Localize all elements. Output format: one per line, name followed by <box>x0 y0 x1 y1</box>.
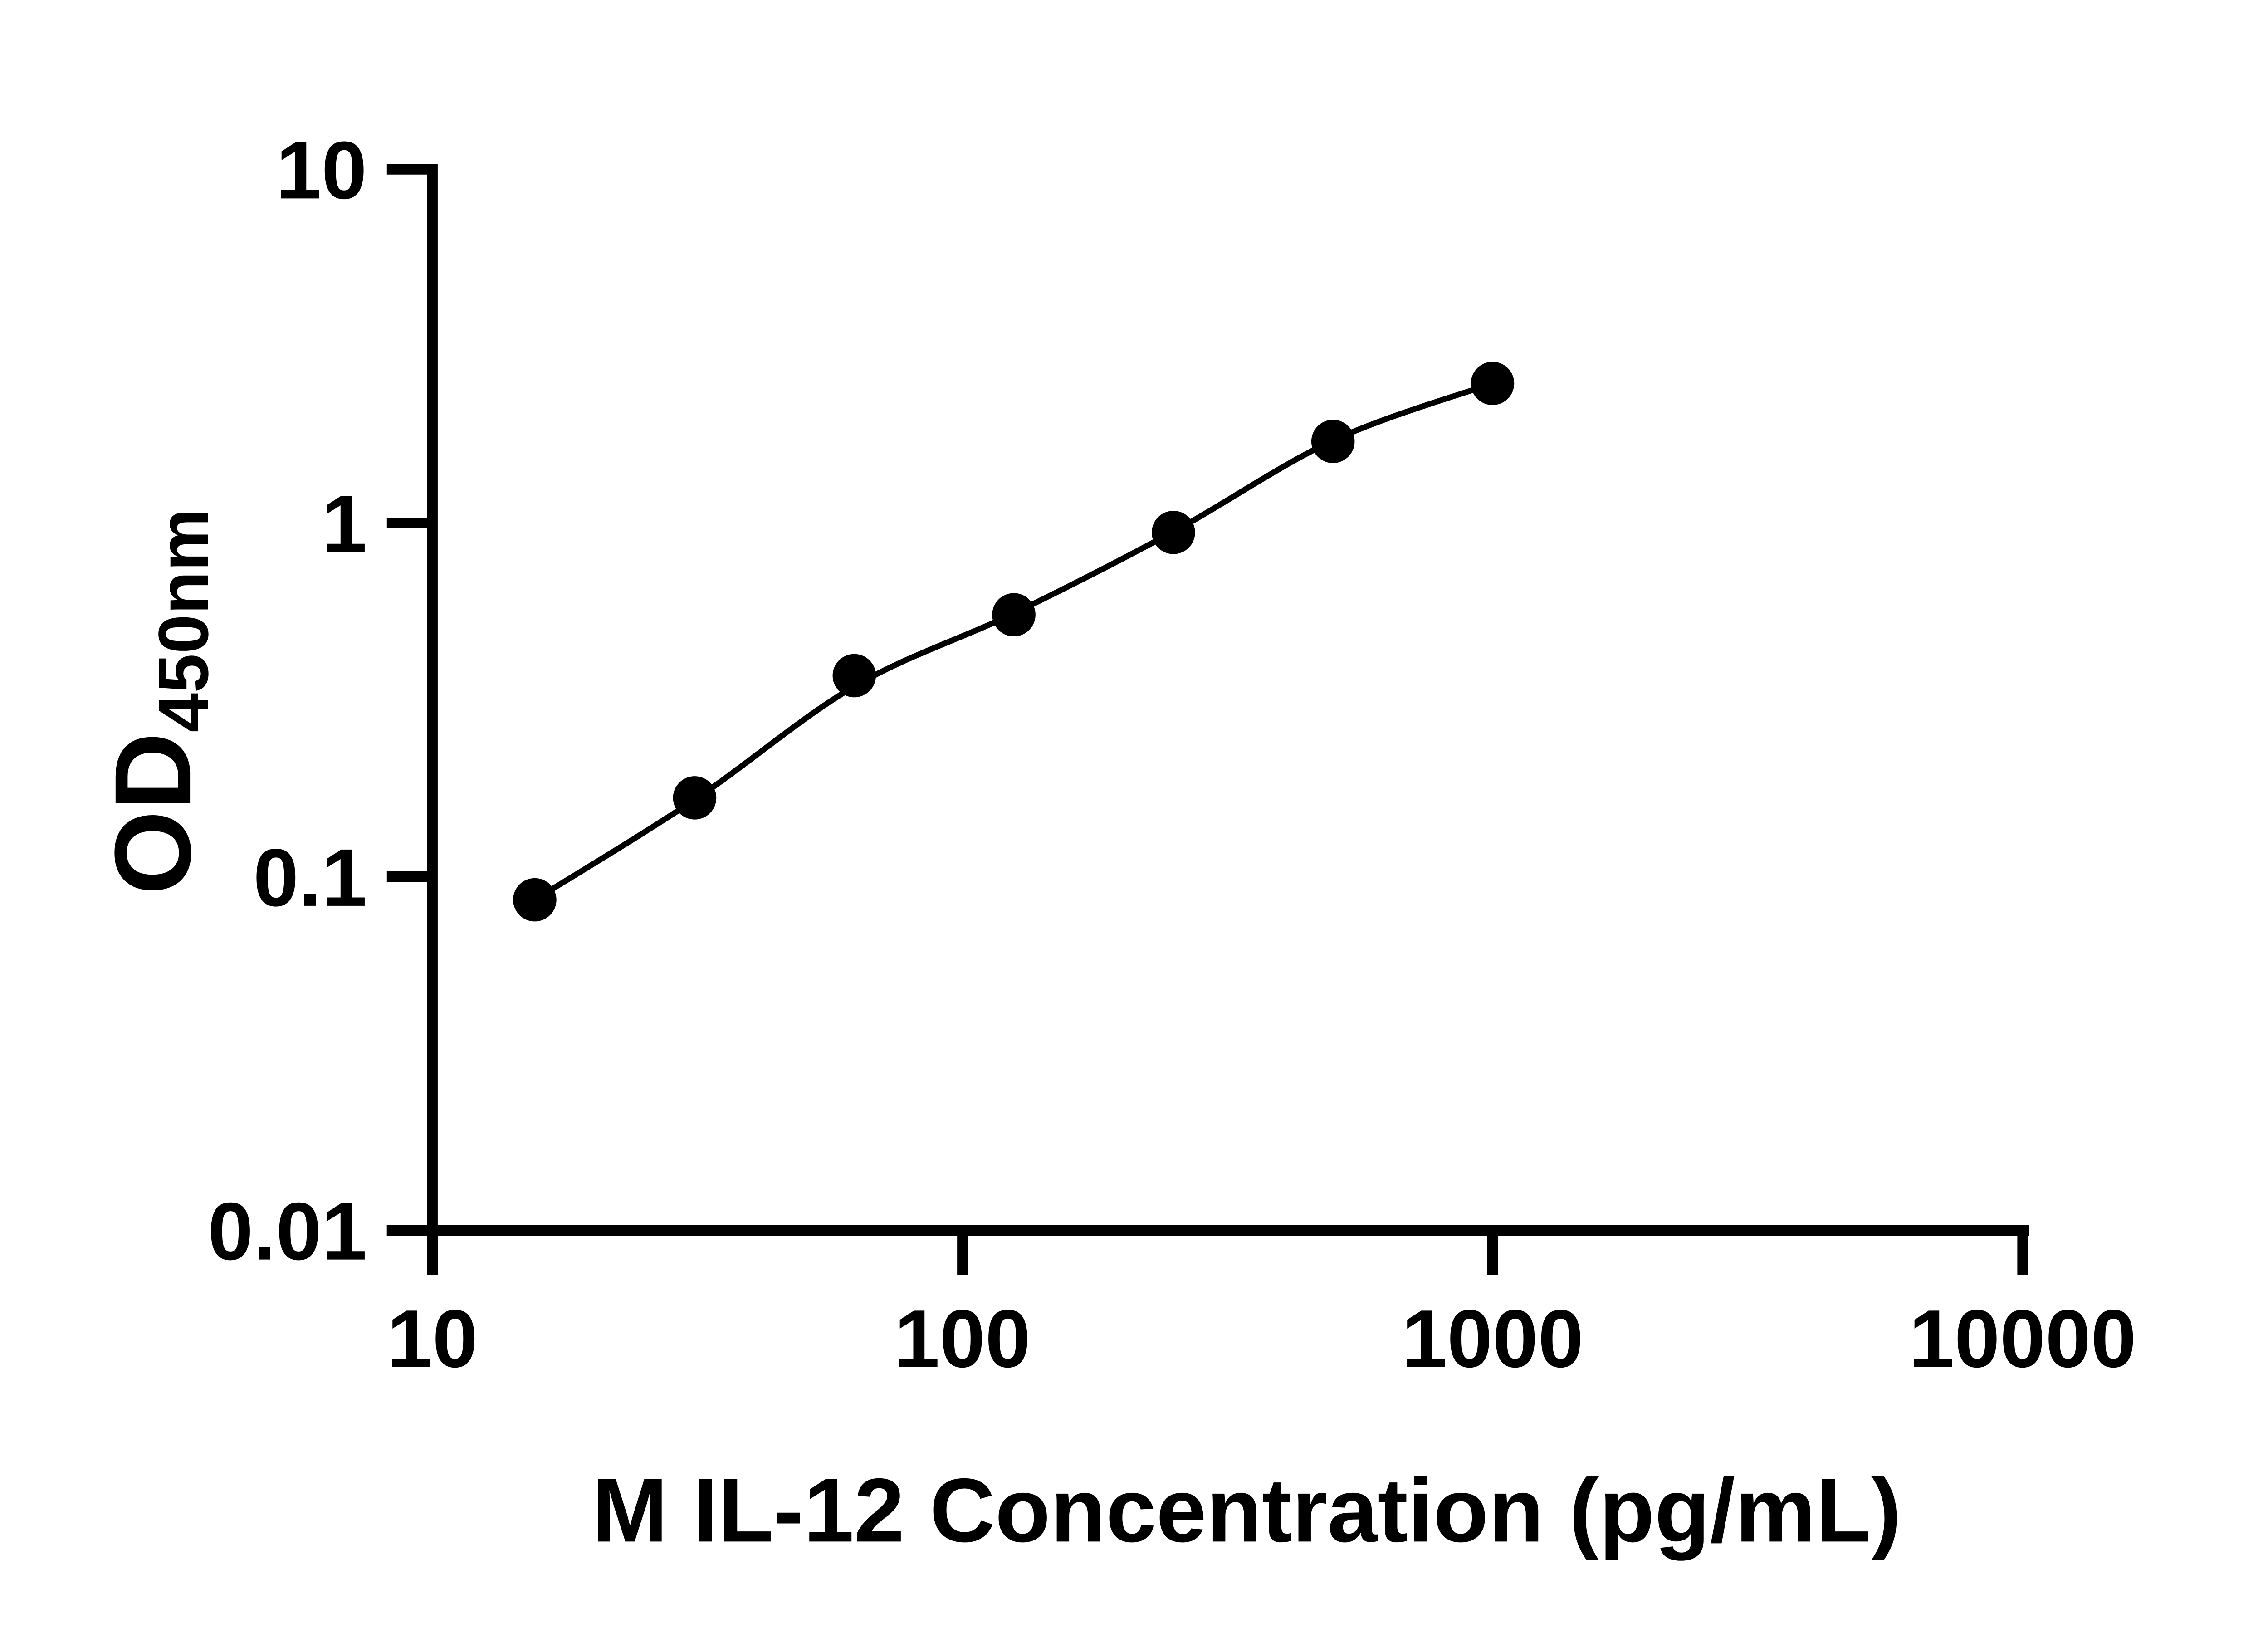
y-tick-label: 0.1 <box>253 832 367 924</box>
data-point <box>1471 362 1515 405</box>
y-axis-title-subscript: 450nm <box>144 508 223 732</box>
data-point <box>832 654 876 698</box>
x-tick-label: 100 <box>894 1293 1031 1384</box>
x-tick-label: 1000 <box>1402 1293 1584 1384</box>
x-tick-label: 10000 <box>1909 1293 2136 1384</box>
y-tick-label: 0.01 <box>208 1186 367 1277</box>
x-axis-title: M IL-12 Concentration (pg/mL) <box>592 1460 1901 1561</box>
y-tick-label: 1 <box>322 479 367 570</box>
data-point <box>1152 511 1195 554</box>
data-point <box>1311 420 1355 463</box>
data-points <box>513 362 1515 922</box>
ticks <box>386 164 2028 1275</box>
y-axis-title-main: OD <box>92 733 213 895</box>
y-tick-label: 10 <box>276 125 367 216</box>
data-point <box>513 878 557 922</box>
data-point <box>673 776 717 820</box>
data-point <box>992 593 1036 637</box>
fit-curve <box>533 381 1494 902</box>
y-axis-title: OD450nm <box>92 508 223 895</box>
x-tick-label: 10 <box>387 1293 478 1384</box>
axes <box>386 164 2029 1275</box>
